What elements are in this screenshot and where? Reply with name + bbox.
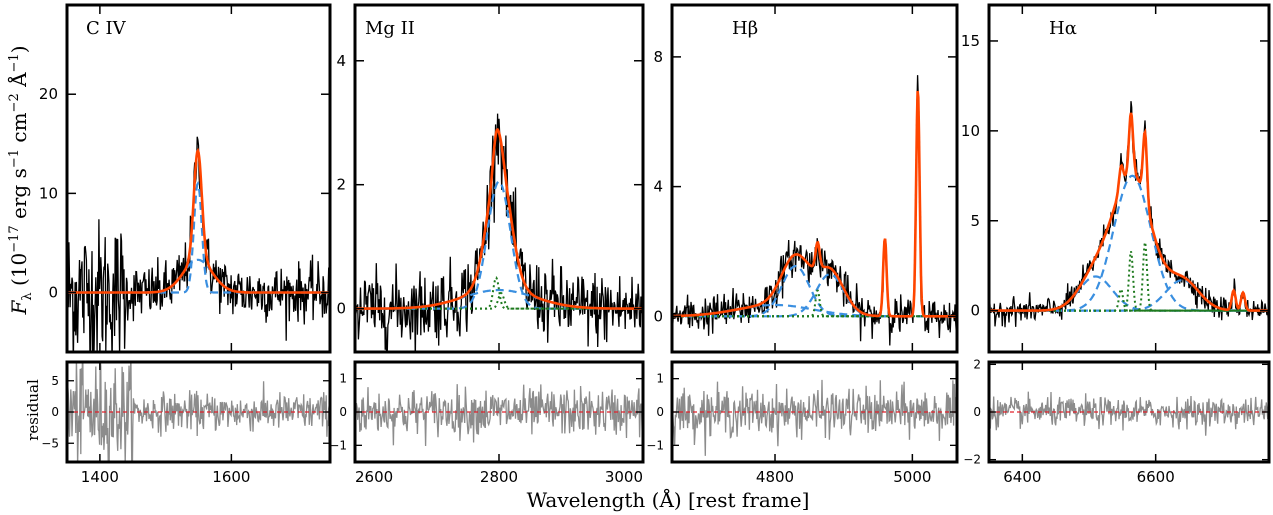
observed-spectrum [67,136,330,352]
x-tick-label: 1600 [212,468,250,486]
panel-title: Hβ [732,18,758,39]
res-y-tick-label: 0 [51,405,59,419]
residual-series [672,379,957,456]
x-axis-label: Wavelength (Å) [rest frame] [527,487,810,512]
x-tick-label: 6600 [1137,468,1175,486]
total-fit-line [672,90,957,318]
res-y-tick-label: 0 [339,405,347,419]
y-tick-label: 0 [970,302,980,320]
x-tick-label: 6400 [1003,468,1041,486]
main-axes-frame [65,3,332,354]
res-y-tick-label: −1 [646,438,664,452]
total-fit-line [355,127,643,310]
total-fit-line [989,112,1269,312]
broad-component-0 [67,181,330,294]
y-tick-label: 4 [336,52,346,70]
y-tick-label: 8 [653,48,663,66]
res-y-tick-label: −1 [329,438,347,452]
residual-axis-label: residual [24,379,42,441]
y-tick-label: 0 [653,307,663,325]
observed-spectrum [355,113,643,352]
y-tick-label: 2 [336,176,346,194]
panel-title: Hα [1049,18,1077,39]
res-y-tick-label: −2 [963,453,981,467]
main-axes-frame [987,3,1271,354]
panel-3: 0 5 10 15 Hα −2 0 2 6400 6600 [961,3,1271,486]
residual-series [989,391,1269,436]
res-y-tick-label: 0 [656,405,664,419]
res-y-tick-label: 2 [973,357,981,371]
residual-series [355,384,643,447]
narrow-component-1 [989,251,1269,312]
y-tick-label: 20 [39,85,58,103]
panel-2: 0 4 8 Hβ −1 0 1 4800 5000 [646,3,959,486]
x-tick-label: 1400 [81,468,119,486]
main-axes-frame [670,3,959,354]
panel-1: 0 2 4 Mg II −1 0 1 2600 2800 3000 [329,3,645,486]
panel-title: C IV [86,18,127,39]
y-tick-label: 15 [961,32,980,50]
y-tick-label: 0 [336,300,346,318]
x-tick-label: 5000 [893,468,931,486]
panel-title: Mg II [365,18,415,39]
res-y-tick-label: 1 [339,372,347,386]
narrow-component-1 [355,291,643,310]
y-tick-label: 4 [653,178,663,196]
y-tick-label: 5 [970,212,980,230]
x-tick-label: 2800 [480,468,518,486]
x-tick-label: 3000 [605,468,643,486]
y-axis-label: Fλ (10−17 erg s−1 cm−2 Å−1) [6,45,35,315]
observed-spectrum [672,75,957,346]
res-y-tick-label: −5 [41,436,59,450]
residual-series [67,362,330,462]
res-y-tick-label: 5 [51,374,59,388]
y-tick-label: 10 [961,122,980,140]
total-fit-line [67,147,330,294]
panel-0: 0 10 20 C IV −5 0 5 1400 1600 [39,3,332,486]
x-tick-label: 2600 [355,468,393,486]
y-tick-label: 10 [39,184,58,202]
y-tick-label: 0 [48,284,58,302]
broad-component-1 [355,288,643,310]
x-tick-label: 4800 [756,468,794,486]
res-y-tick-label: 1 [656,372,664,386]
res-y-tick-label: 0 [973,405,981,419]
